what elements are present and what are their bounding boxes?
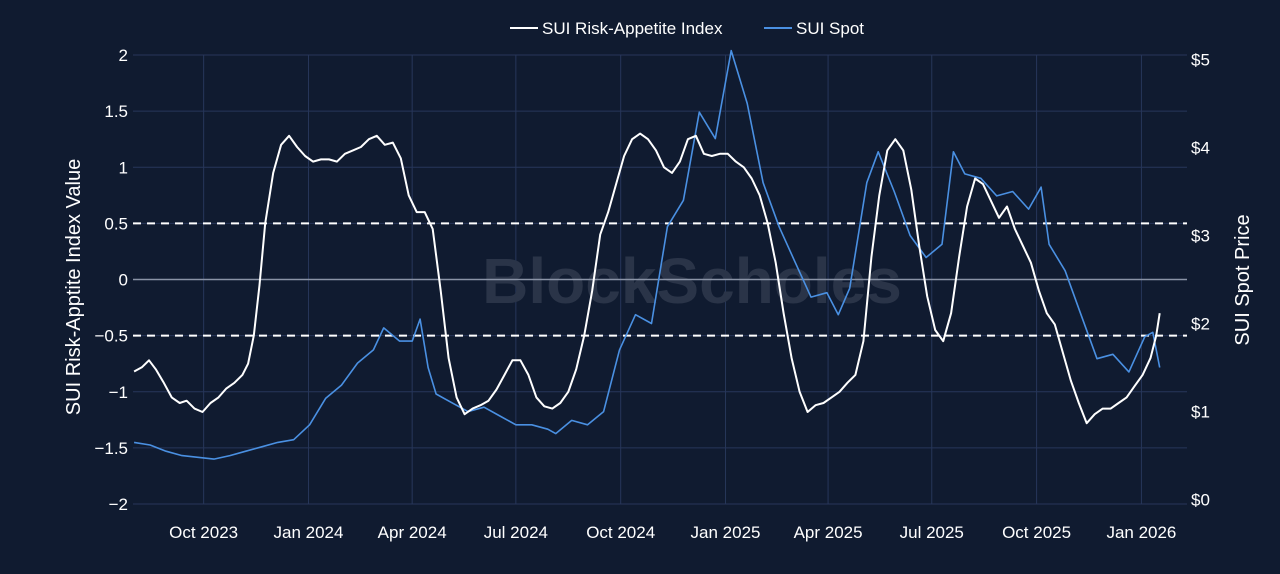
right-tick-label: $2 <box>1191 315 1210 334</box>
x-tick-label: Oct 2024 <box>586 523 655 542</box>
left-tick-label: 0 <box>119 271 128 290</box>
legend[interactable]: SUI Risk-Appetite Index SUI Spot <box>510 19 864 38</box>
left-tick-label: −0.5 <box>94 327 128 346</box>
left-tick-label: 2 <box>119 46 128 65</box>
left-tick-label: −1 <box>109 383 128 402</box>
x-tick-label: Jul 2024 <box>484 523 548 542</box>
left-tick-label: −2 <box>109 495 128 514</box>
x-tick-label: Apr 2024 <box>378 523 447 542</box>
left-tick-label: 0.5 <box>104 214 128 233</box>
sui-spot-line <box>133 49 1161 460</box>
x-tick-label: Jan 2026 <box>1106 523 1176 542</box>
right-axis-ticks: $0 $1 $2 $3 $4 $5 <box>1191 50 1210 509</box>
legend-label-spot: SUI Spot <box>796 19 864 38</box>
right-tick-label: $5 <box>1191 50 1210 69</box>
x-tick-label: Oct 2025 <box>1002 523 1071 542</box>
right-tick-label: $1 <box>1191 403 1210 422</box>
x-tick-label: Jan 2024 <box>274 523 344 542</box>
right-axis-title: SUI Spot Price <box>1232 214 1254 345</box>
x-tick-label: Jan 2025 <box>691 523 761 542</box>
x-tick-label: Apr 2025 <box>794 523 863 542</box>
series-layer <box>133 49 1161 460</box>
reference-lines <box>133 222 1187 337</box>
x-tick-label: Jul 2025 <box>900 523 964 542</box>
right-tick-label: $3 <box>1191 226 1210 245</box>
x-axis-ticks: Oct 2023 Jan 2024 Apr 2024 Jul 2024 Oct 2024… <box>169 523 1176 542</box>
right-tick-label: $4 <box>1191 138 1210 157</box>
gridlines <box>133 54 1187 505</box>
left-tick-label: 1 <box>119 158 128 177</box>
x-tick-label: Oct 2023 <box>169 523 238 542</box>
legend-label-index: SUI Risk-Appetite Index <box>542 19 723 38</box>
left-axis-ticks: 2 1.5 1 0.5 0 −0.5 −1 −1.5 −2 <box>94 46 128 514</box>
right-tick-label: $0 <box>1191 491 1210 510</box>
left-tick-label: −1.5 <box>94 439 128 458</box>
blockscholes-watermark: BlockScholes <box>482 245 902 317</box>
left-axis-title: SUI Risk-Apptite Index Value <box>63 159 85 415</box>
left-tick-label: 1.5 <box>104 102 128 121</box>
risk-appetite-index-line <box>133 132 1161 425</box>
